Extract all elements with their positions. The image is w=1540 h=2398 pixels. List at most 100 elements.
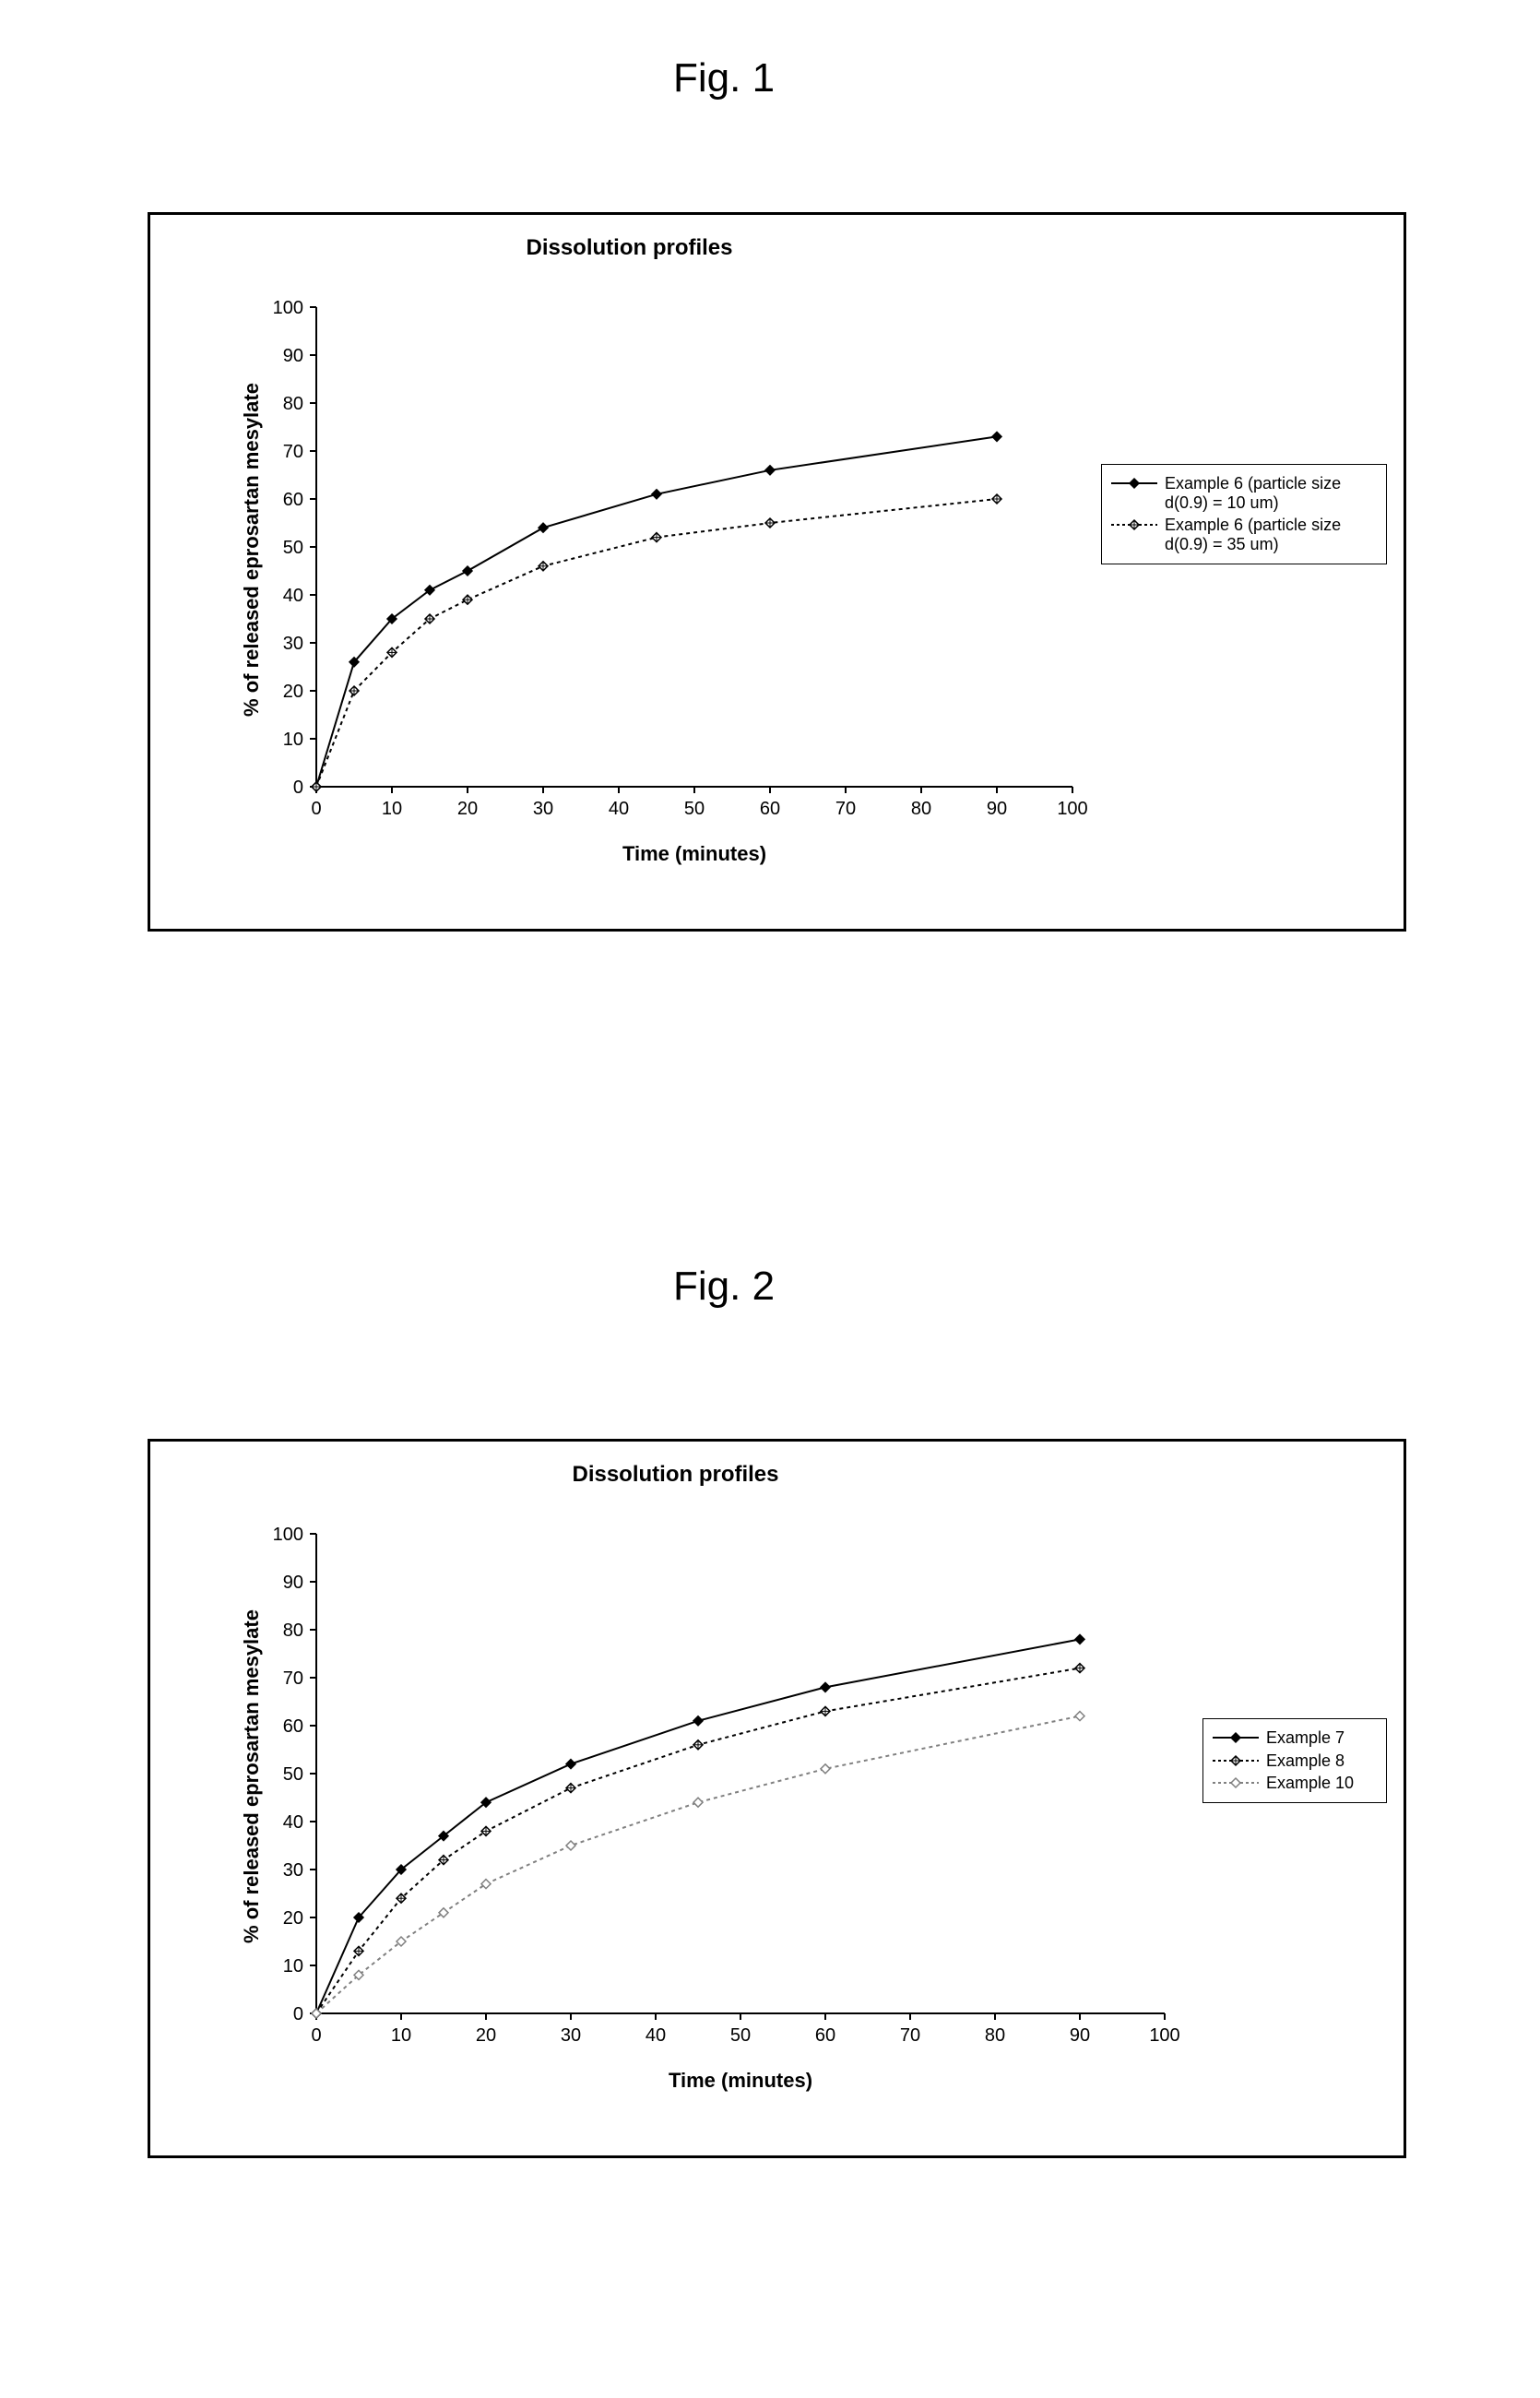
legend-swatch xyxy=(1109,516,1159,534)
fig1-label: Fig. 1 xyxy=(673,55,775,101)
data-marker xyxy=(821,1764,830,1774)
svg-text:0: 0 xyxy=(311,799,321,819)
svg-text:100: 100 xyxy=(273,298,303,318)
svg-text:90: 90 xyxy=(987,799,1007,819)
data-marker xyxy=(765,466,775,475)
data-marker xyxy=(652,490,661,499)
svg-text:60: 60 xyxy=(760,799,780,819)
fig1-ylabel: % of released eprosartan mesylate xyxy=(240,365,264,734)
data-marker xyxy=(566,1784,575,1793)
chart-svg: 0102030405060708090100010203040506070809… xyxy=(316,1534,1165,2013)
page: Fig. 1 Dissolution profiles 010203040506… xyxy=(0,0,1540,2398)
data-marker xyxy=(693,1716,703,1726)
data-marker xyxy=(693,1740,703,1750)
legend-swatch xyxy=(1211,1728,1261,1747)
fig2-legend: Example 7 Example 8 Example 10 xyxy=(1202,1718,1387,1803)
data-marker xyxy=(354,1946,363,1955)
svg-text:40: 40 xyxy=(283,586,303,606)
data-marker xyxy=(312,2009,321,2018)
svg-text:0: 0 xyxy=(311,2025,321,2046)
fig2-title: Dissolution profiles xyxy=(150,1462,1201,1488)
legend-entry: Example 8 xyxy=(1211,1751,1379,1771)
svg-text:90: 90 xyxy=(283,1573,303,1593)
data-marker xyxy=(566,1760,575,1769)
fig2-xlabel: Time (minutes) xyxy=(316,2069,1165,2093)
data-marker xyxy=(693,1798,703,1807)
fig1-title: Dissolution profiles xyxy=(150,235,1108,261)
data-marker xyxy=(425,614,434,623)
legend-text: Example 6 (particle size d(0.9) = 35 um) xyxy=(1165,516,1379,553)
svg-text:20: 20 xyxy=(283,682,303,702)
legend-text: Example 7 xyxy=(1266,1728,1345,1748)
svg-text:80: 80 xyxy=(911,799,931,819)
legend-swatch xyxy=(1211,1774,1261,1792)
legend-entry: Example 10 xyxy=(1211,1774,1379,1793)
svg-text:100: 100 xyxy=(1149,2025,1179,2046)
svg-text:100: 100 xyxy=(273,1525,303,1545)
data-marker xyxy=(1075,1634,1084,1644)
data-marker xyxy=(387,647,397,657)
svg-text:50: 50 xyxy=(283,1764,303,1785)
svg-text:0: 0 xyxy=(293,2004,303,2024)
svg-text:30: 30 xyxy=(533,799,553,819)
svg-text:80: 80 xyxy=(283,1620,303,1641)
fig2-chart-box: Dissolution profiles 0102030405060708090… xyxy=(148,1439,1406,2158)
svg-text:30: 30 xyxy=(283,634,303,654)
legend-swatch xyxy=(1109,474,1159,493)
svg-text:30: 30 xyxy=(283,1860,303,1881)
svg-text:10: 10 xyxy=(283,1956,303,1977)
series-line xyxy=(316,1716,1080,2013)
svg-text:10: 10 xyxy=(283,730,303,750)
fig2-label: Fig. 2 xyxy=(673,1264,775,1310)
data-marker xyxy=(992,432,1001,441)
legend-swatch xyxy=(1211,1751,1261,1770)
fig2-plot-area: 0102030405060708090100010203040506070809… xyxy=(316,1534,1165,2013)
legend-text: Example 10 xyxy=(1266,1774,1354,1793)
legend-entry: Example 7 xyxy=(1211,1728,1379,1748)
svg-text:100: 100 xyxy=(1057,799,1087,819)
svg-text:70: 70 xyxy=(283,442,303,462)
svg-text:40: 40 xyxy=(646,2025,666,2046)
data-marker xyxy=(463,566,472,576)
data-marker xyxy=(765,518,775,528)
svg-text:50: 50 xyxy=(684,799,705,819)
data-marker xyxy=(821,1706,830,1715)
svg-text:50: 50 xyxy=(283,538,303,558)
chart-svg: 0102030405060708090100010203040506070809… xyxy=(316,307,1072,787)
data-marker xyxy=(1075,1664,1084,1673)
svg-text:70: 70 xyxy=(835,799,856,819)
svg-text:60: 60 xyxy=(283,1716,303,1737)
data-marker xyxy=(312,782,321,791)
data-marker xyxy=(652,533,661,542)
svg-text:80: 80 xyxy=(283,394,303,414)
svg-text:10: 10 xyxy=(391,2025,411,2046)
legend-entry: Example 6 (particle size d(0.9) = 10 um) xyxy=(1109,474,1379,512)
svg-text:20: 20 xyxy=(476,2025,496,2046)
svg-text:10: 10 xyxy=(382,799,402,819)
svg-text:40: 40 xyxy=(283,1812,303,1833)
data-marker xyxy=(821,1682,830,1692)
svg-text:50: 50 xyxy=(730,2025,751,2046)
svg-text:20: 20 xyxy=(457,799,478,819)
svg-text:70: 70 xyxy=(283,1668,303,1689)
data-marker xyxy=(539,523,548,532)
fig1-plot-area: 0102030405060708090100010203040506070809… xyxy=(316,307,1072,787)
legend-entry: Example 6 (particle size d(0.9) = 35 um) xyxy=(1109,516,1379,553)
svg-text:60: 60 xyxy=(283,490,303,510)
series-line xyxy=(316,1639,1080,2013)
fig1-chart-box: Dissolution profiles 0102030405060708090… xyxy=(148,212,1406,932)
svg-text:70: 70 xyxy=(900,2025,920,2046)
svg-text:30: 30 xyxy=(561,2025,581,2046)
svg-text:90: 90 xyxy=(1070,2025,1090,2046)
svg-text:0: 0 xyxy=(293,778,303,798)
svg-text:90: 90 xyxy=(283,346,303,366)
data-marker xyxy=(992,494,1001,504)
svg-text:60: 60 xyxy=(815,2025,835,2046)
data-marker xyxy=(539,562,548,571)
fig1-legend: Example 6 (particle size d(0.9) = 10 um)… xyxy=(1101,464,1387,564)
fig2-ylabel: % of released eprosartan mesylate xyxy=(240,1592,264,1961)
data-marker xyxy=(439,1856,448,1865)
data-marker xyxy=(1075,1712,1084,1721)
data-marker xyxy=(349,686,359,695)
legend-text: Example 8 xyxy=(1266,1751,1345,1771)
